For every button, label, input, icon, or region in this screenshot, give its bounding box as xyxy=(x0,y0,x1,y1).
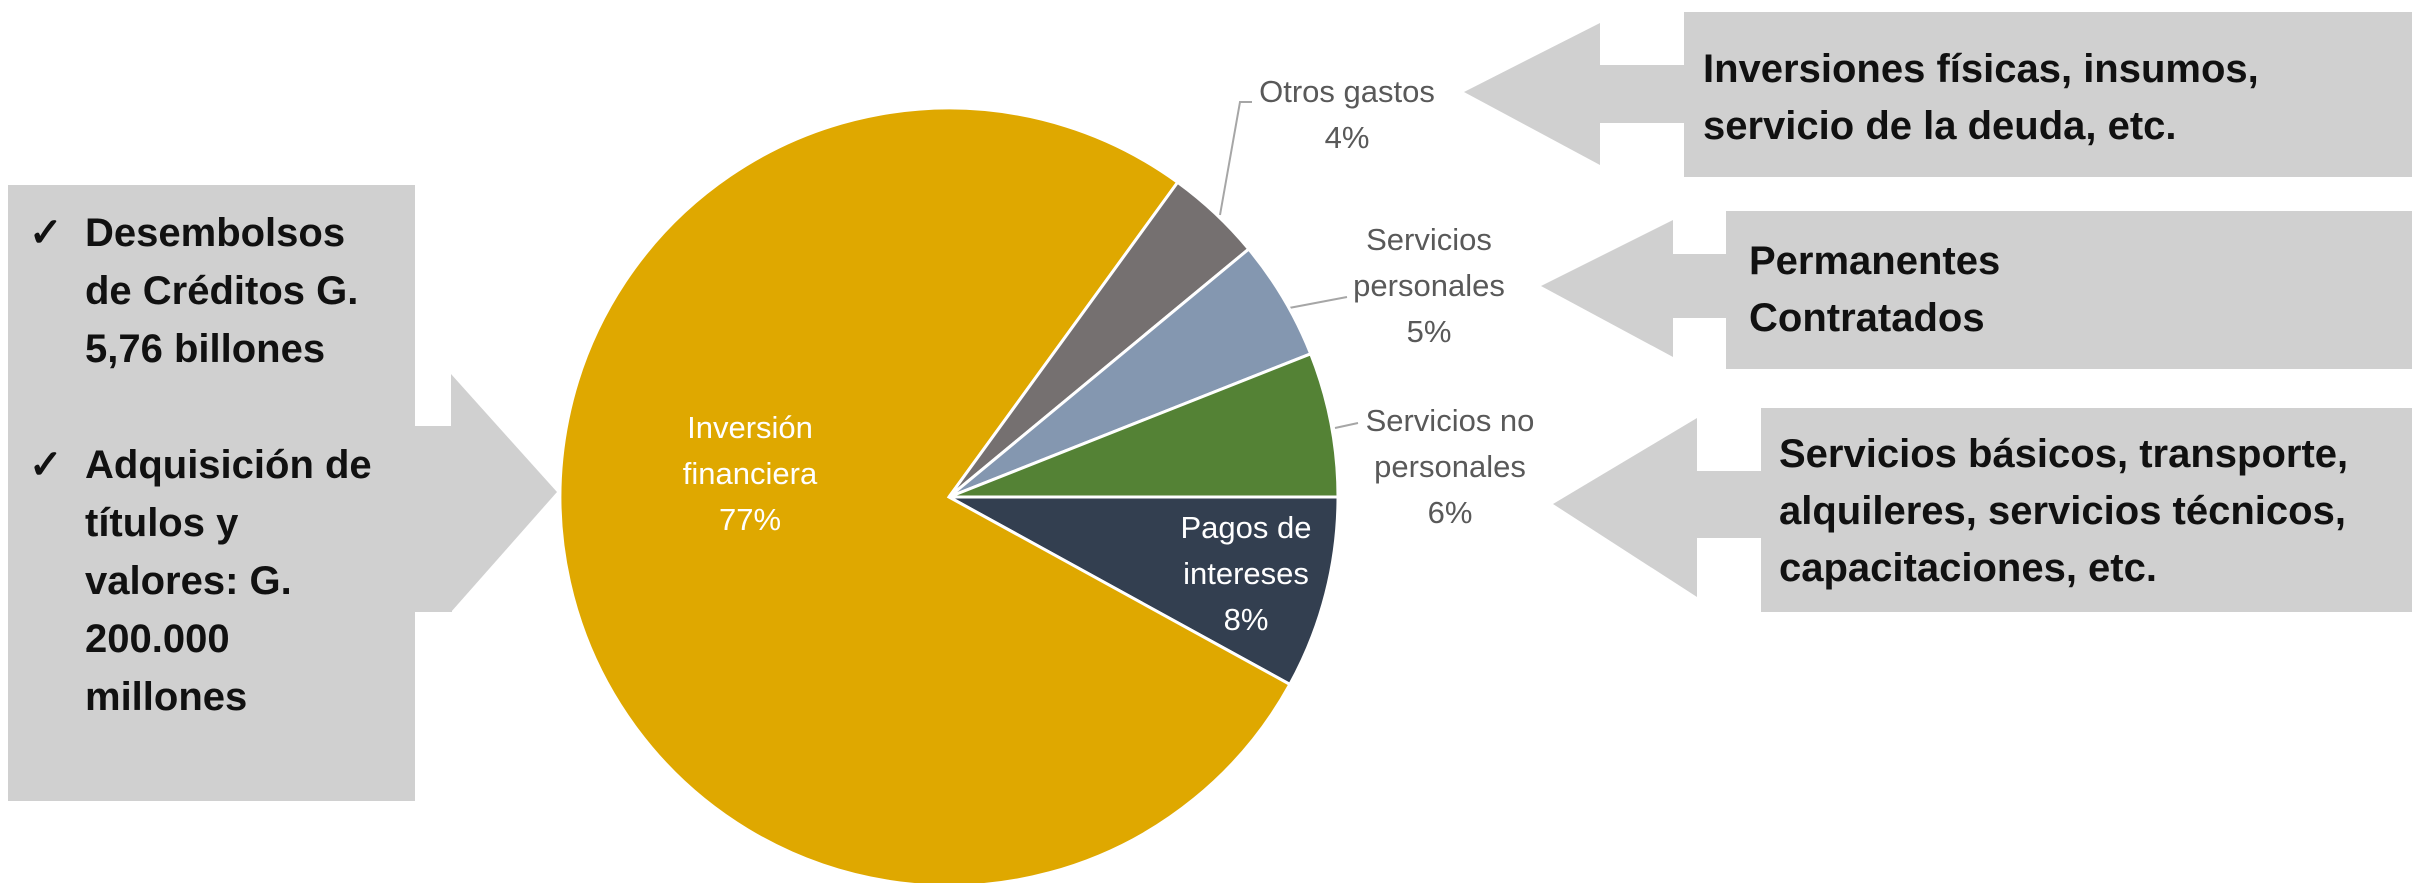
arrow-head xyxy=(1464,23,1600,165)
check-icon: ✓ xyxy=(29,211,63,255)
arrow-head xyxy=(1553,418,1697,597)
category-label: Servicios no personales xyxy=(1365,403,1535,484)
right-box-text: Inversiones físicas, insumos, xyxy=(1703,47,2259,91)
arrow-shaft xyxy=(1672,254,1727,318)
value-label: 8% xyxy=(1223,602,1269,637)
arrow-shaft xyxy=(1599,65,1685,123)
slice-label: Servicios no personales 6% xyxy=(1335,398,1565,536)
right-box xyxy=(1761,408,2412,612)
callout-shapes xyxy=(8,12,2412,801)
left-box-text: valores: G. xyxy=(85,559,292,603)
category-label: Pagos de intereses xyxy=(1180,510,1312,591)
arrow-head xyxy=(1541,220,1673,357)
right-box-text: capacitaciones, etc. xyxy=(1779,546,2157,590)
check-icon: ✓ xyxy=(29,443,63,487)
arrow-shaft xyxy=(1696,471,1762,538)
left-box-text: 200.000 xyxy=(85,617,230,661)
pie-slice xyxy=(558,106,1292,883)
value-label: 5% xyxy=(1406,314,1452,349)
leader-line xyxy=(1219,101,1252,216)
right-box-text: Servicios básicos, transporte, xyxy=(1779,432,2349,476)
right-box-text: Contratados xyxy=(1749,296,1985,340)
value-label: 4% xyxy=(1324,120,1370,155)
pie-slice xyxy=(948,351,1340,499)
value-label: 6% xyxy=(1427,495,1473,530)
leader-line xyxy=(1288,296,1348,309)
left-box-text: millones xyxy=(85,675,248,719)
left-box-text: Adquisición de ✓ xyxy=(29,436,372,494)
left-box-text: Desembolsos ✓ xyxy=(29,204,345,262)
slice-label: Otros gastos 4% xyxy=(1187,69,1507,161)
right-box-text: servicio de la deuda, etc. xyxy=(1703,104,2177,148)
arrow-head xyxy=(451,374,557,612)
right-box xyxy=(1684,12,2412,177)
leader-line xyxy=(1334,422,1359,429)
value-label: 77% xyxy=(718,502,782,537)
slice-label: Inversión financiera 77% xyxy=(640,405,860,543)
slice-label: Pagos de intereses 8% xyxy=(1146,505,1346,643)
left-box-text: de Créditos G. xyxy=(85,269,359,313)
left-box-text: 5,76 billones xyxy=(85,327,326,371)
right-box xyxy=(1726,211,2412,369)
arrow-shaft xyxy=(414,426,452,612)
category-label: Otros gastos xyxy=(1259,74,1435,109)
left-box-text: títulos y xyxy=(85,501,239,545)
right-box-text: alquileres, servicios técnicos, xyxy=(1779,489,2346,533)
category-label: Servicios personales xyxy=(1353,222,1505,303)
pie-slice xyxy=(948,495,1340,687)
category-label: Inversión financiera xyxy=(682,410,818,491)
slice-label: Servicios personales 5% xyxy=(1329,217,1529,355)
right-box-text: Permanentes xyxy=(1749,239,2001,283)
left-box xyxy=(8,185,415,801)
